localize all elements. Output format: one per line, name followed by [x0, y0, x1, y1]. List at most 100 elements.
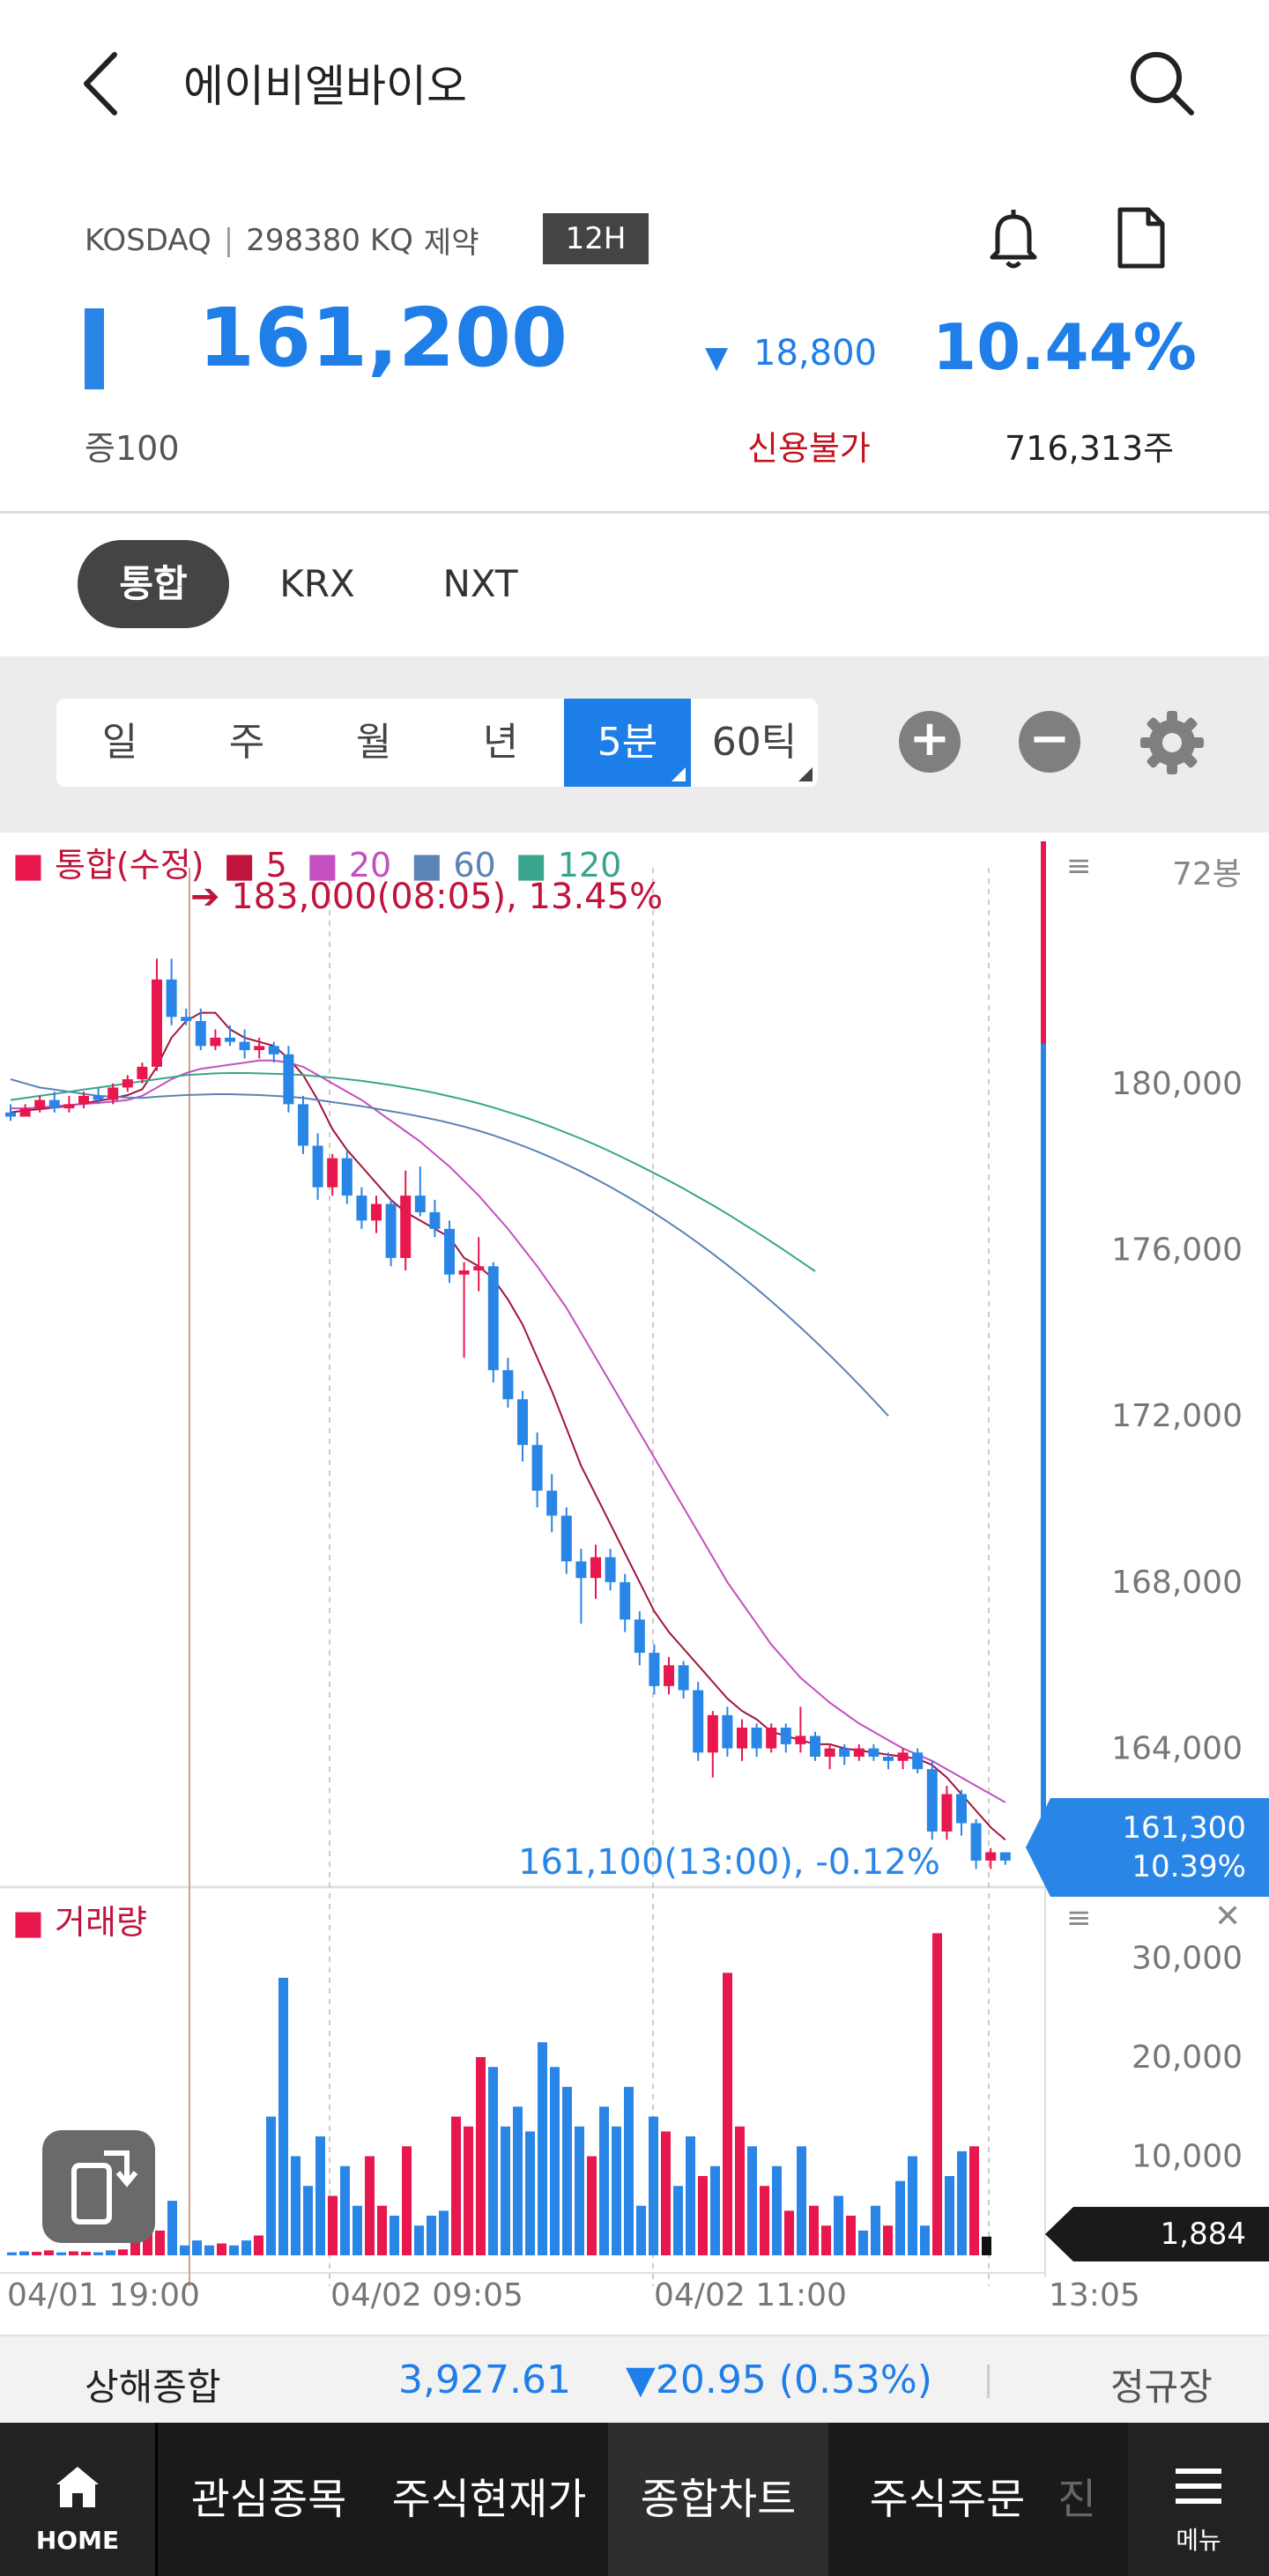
- zoom-in-button[interactable]: +: [899, 711, 961, 773]
- volume-bar: [858, 2230, 868, 2255]
- alert-button[interactable]: [978, 203, 1049, 273]
- back-button[interactable]: [62, 44, 141, 123]
- legend-ma20: 20: [348, 846, 392, 885]
- candle-body: [531, 1445, 543, 1492]
- credit-status: 신용불가: [747, 429, 871, 468]
- candle-body: [298, 1104, 308, 1146]
- zoom-out-button[interactable]: −: [1019, 711, 1080, 773]
- volume-menu-icon[interactable]: ≡: [1066, 1900, 1092, 1936]
- volume-bar: [612, 2126, 621, 2255]
- period-60tick-label: 60틱: [711, 720, 798, 765]
- candle-body: [605, 1557, 616, 1582]
- tab-combined[interactable]: 통합: [78, 540, 229, 628]
- volume-bar: [7, 2252, 17, 2255]
- hamburger-icon[interactable]: ≡: [1066, 848, 1092, 884]
- hamburger-icon: [1176, 2469, 1221, 2504]
- period-5min-label: 5분: [597, 720, 658, 765]
- volume-bar: [587, 2156, 597, 2255]
- candle-body: [78, 1095, 89, 1105]
- candle-body: [108, 1087, 119, 1100]
- candle-body: [356, 1195, 367, 1221]
- period-day[interactable]: 일: [101, 720, 138, 765]
- volume-bar: [365, 2156, 375, 2255]
- tab-nxt[interactable]: NXT: [442, 562, 518, 605]
- candle-body: [999, 1852, 1011, 1861]
- volume-bar: [710, 2165, 720, 2255]
- rotate-screen-button[interactable]: [42, 2130, 155, 2243]
- volume-bar: [130, 2240, 140, 2255]
- nav-chart[interactable]: 종합차트: [608, 2423, 828, 2576]
- candle-body: [780, 1728, 791, 1744]
- app-header: 에이비엘바이오: [0, 0, 1269, 167]
- candle-body: [853, 1748, 865, 1758]
- close-icon[interactable]: ✕: [1214, 1899, 1242, 1935]
- margin-rate: 증100: [85, 429, 180, 468]
- sector-label: 제약: [423, 226, 479, 261]
- candle-body: [693, 1690, 704, 1753]
- nav-menu-label: 메뉴: [1176, 2526, 1221, 2555]
- time-label-1: 04/01 19:00: [7, 2277, 200, 2313]
- candle-body: [707, 1714, 718, 1753]
- nav-order[interactable]: 주식주문: [869, 2475, 1026, 2524]
- chart-area[interactable]: 180,000 176,000 172,000 168,000 164,000 30,00…: [0, 833, 1269, 2330]
- period-5min[interactable]: 5분: [564, 699, 691, 787]
- nav-current-price[interactable]: 주식현재가: [391, 2475, 587, 2524]
- document-icon: [1117, 207, 1165, 269]
- volume-bar: [883, 2225, 893, 2255]
- legend-square-icon: ■: [12, 846, 44, 885]
- price-tick-label: 180,000: [1111, 1066, 1243, 1102]
- legend-square-icon: ■: [306, 846, 338, 885]
- nav-watchlist[interactable]: 관심종목: [190, 2475, 347, 2524]
- price-tick-label: 168,000: [1111, 1565, 1243, 1601]
- volume-bar: [797, 2146, 806, 2255]
- search-button[interactable]: [1121, 42, 1200, 122]
- volume-bar: [56, 2252, 66, 2255]
- candle-body: [400, 1195, 412, 1258]
- current-price-tag-value: 161,300: [1122, 1810, 1246, 1846]
- nav-menu[interactable]: 메뉴: [1128, 2423, 1269, 2576]
- legend-ma60: 60: [453, 846, 496, 885]
- volume-bar: [241, 2240, 251, 2255]
- volume-bar: [501, 2126, 510, 2255]
- divider: |: [223, 222, 234, 258]
- nav-home[interactable]: HOME: [0, 2423, 155, 2576]
- rotate-phone-icon: [71, 2150, 138, 2224]
- volume-bar: [846, 2216, 856, 2255]
- volume-bar: [538, 2042, 547, 2255]
- trading-volume: 716,313주: [1005, 429, 1175, 468]
- low-annotation: 161,100(13:00), -0.12%: [518, 1842, 940, 1883]
- divider: [155, 2423, 158, 2576]
- tab-krx[interactable]: KRX: [279, 562, 355, 605]
- market-index-bar[interactable]: 상해종합 3,927.61 ▼20.95 (0.53%) 정규장: [0, 2335, 1269, 2423]
- chart-toolbar: 일 주 월 년 5분 60틱 + −: [0, 656, 1269, 833]
- candle-body: [883, 1757, 894, 1761]
- candle-body: [766, 1728, 777, 1749]
- volume-bar: [550, 2067, 560, 2255]
- current-price: 161,200: [198, 291, 568, 385]
- volume-bar: [315, 2136, 325, 2255]
- nav-more-truncated[interactable]: 진: [1058, 2475, 1097, 2524]
- volume-bar: [760, 2186, 769, 2255]
- volume-bar: [180, 2245, 189, 2255]
- candle-body: [517, 1399, 528, 1446]
- document-button[interactable]: [1106, 203, 1176, 273]
- candlestick-chart[interactable]: 180,000 176,000 172,000 168,000 164,000 30,00…: [0, 833, 1269, 2330]
- period-year[interactable]: 년: [482, 720, 519, 765]
- price-tick-label: 164,000: [1111, 1731, 1243, 1767]
- period-month[interactable]: 월: [355, 720, 392, 765]
- volume-bar: [217, 2243, 226, 2255]
- candle-body: [225, 1037, 235, 1042]
- volume-tick-label: 10,000: [1132, 2139, 1243, 2175]
- period-60tick[interactable]: 60틱: [691, 699, 818, 787]
- volume-legend: ■ 거래량: [12, 1895, 147, 1943]
- candle-body: [93, 1095, 104, 1100]
- volume-bar: [204, 2245, 214, 2255]
- period-week[interactable]: 주: [228, 720, 265, 765]
- volume-bar: [19, 2251, 29, 2255]
- volume-bar: [439, 2210, 449, 2255]
- volume-tag-pointer: [1045, 2207, 1073, 2261]
- candle-body: [429, 1212, 441, 1229]
- settings-button[interactable]: [1137, 707, 1207, 778]
- volume-tick-label: 20,000: [1132, 2039, 1243, 2076]
- volume-bar: [513, 2106, 523, 2255]
